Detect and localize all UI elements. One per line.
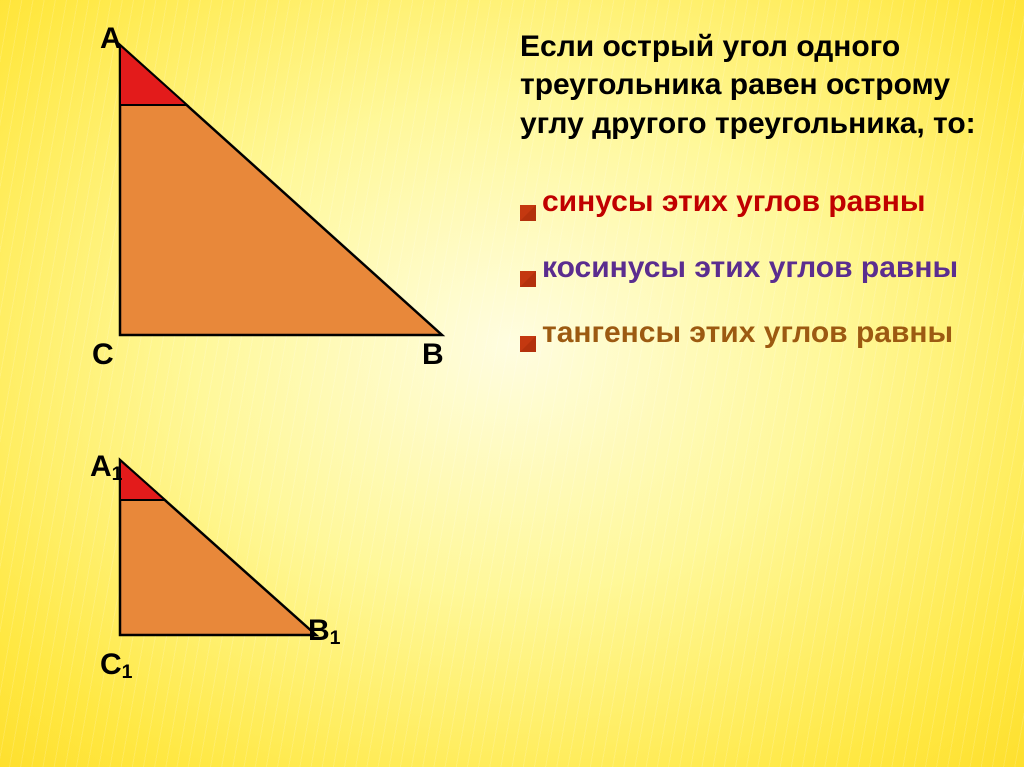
bullet-text: тангенсы этих углов равны bbox=[542, 314, 953, 352]
bullet-text: косинусы этих углов равны bbox=[542, 249, 958, 287]
bullet-marker-icon bbox=[520, 193, 536, 231]
bullet-item: тангенсы этих углов равны bbox=[520, 314, 1000, 352]
bullet-text: синусы этих углов равны bbox=[542, 183, 926, 221]
bullet-item: косинусы этих углов равны bbox=[520, 249, 1000, 287]
bullet-item: синусы этих углов равны bbox=[520, 183, 1000, 221]
bullet-list: синусы этих углов равны косинусы этих угл… bbox=[520, 183, 1000, 352]
vertex-label-C: C bbox=[92, 338, 114, 372]
vertex-label-A: A bbox=[100, 22, 122, 56]
triangle-small bbox=[0, 400, 400, 700]
triangle-large-angle-marker bbox=[120, 45, 187, 105]
bullet-marker-icon bbox=[520, 324, 536, 362]
vertex-label-C1: C1 bbox=[100, 648, 133, 682]
vertex-B1-sub: 1 bbox=[330, 627, 341, 649]
vertex-label-A1: A1 bbox=[90, 450, 123, 484]
vertex-label-B1: B1 bbox=[308, 614, 341, 648]
bullet-marker-icon bbox=[520, 259, 536, 297]
main-statement: Если острый угол одного треугольника рав… bbox=[520, 28, 1000, 143]
text-area: Если острый угол одного треугольника рав… bbox=[520, 28, 1000, 380]
triangle-small-angle-marker bbox=[120, 460, 165, 500]
figures-area: A C B A1 C1 B1 bbox=[0, 0, 500, 767]
vertex-C1-sub: 1 bbox=[122, 661, 133, 683]
slide-content: A C B A1 C1 B1 Если острый угол одного т… bbox=[0, 0, 1024, 767]
vertex-A1-letter: A bbox=[90, 450, 112, 483]
vertex-A1-sub: 1 bbox=[112, 463, 123, 485]
vertex-C1-letter: C bbox=[100, 648, 122, 681]
vertex-label-B: B bbox=[422, 338, 444, 372]
vertex-B1-letter: B bbox=[308, 614, 330, 647]
